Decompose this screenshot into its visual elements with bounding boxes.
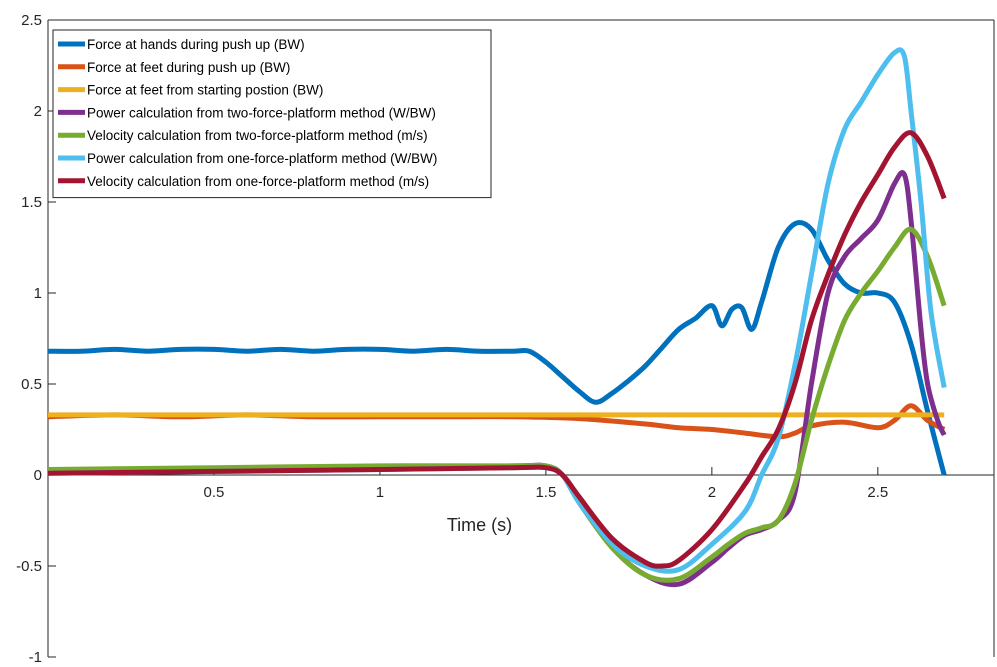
hands-force-line <box>47 220 947 476</box>
y-tick-label: 0.5 <box>21 376 42 393</box>
legend-entry-label: Power calculation from one-force-platfor… <box>87 151 437 166</box>
x-tick-label: 1 <box>376 484 384 501</box>
x-axis-title: Time (s) <box>447 515 512 535</box>
legend-box <box>52 29 492 199</box>
x-tick-label: 2 <box>708 484 716 501</box>
legend: Force at hands during push up (BW) Force … <box>52 29 492 199</box>
y-tick-label: -1 <box>29 649 42 666</box>
x-tick-label: 0.5 <box>204 484 225 501</box>
x-tick-label: 1.5 <box>535 484 556 501</box>
legend-entry-label: Force at feet from starting postion (BW) <box>87 83 323 98</box>
legend-entry-label: Force at hands during push up (BW) <box>87 37 305 52</box>
one-platform-velocity-line <box>47 130 947 569</box>
y-tick-label: 0 <box>34 467 42 484</box>
legend-entry-label: Velocity calculation from one-force-plat… <box>87 174 429 189</box>
x-tick-label: 2.5 <box>867 484 888 501</box>
series-group <box>47 47 947 588</box>
y-tick-label: 2 <box>34 103 42 120</box>
y-tick-label: 1 <box>34 285 42 302</box>
y-tick-label: 2.5 <box>21 12 42 29</box>
y-tick-label: -0.5 <box>16 558 42 575</box>
legend-entry-label: Velocity calculation from two-force-plat… <box>87 128 428 143</box>
legend-entry-label: Power calculation from two-force-platfor… <box>87 105 436 120</box>
legend-entry-label: Force at feet during push up (BW) <box>87 60 290 75</box>
y-tick-label: 1.5 <box>21 194 42 211</box>
axes: -1 -0.5 0 0.5 1 1.5 2 2.5 0.5 1 1.5 2 2.5 Time (s) <box>16 12 995 666</box>
